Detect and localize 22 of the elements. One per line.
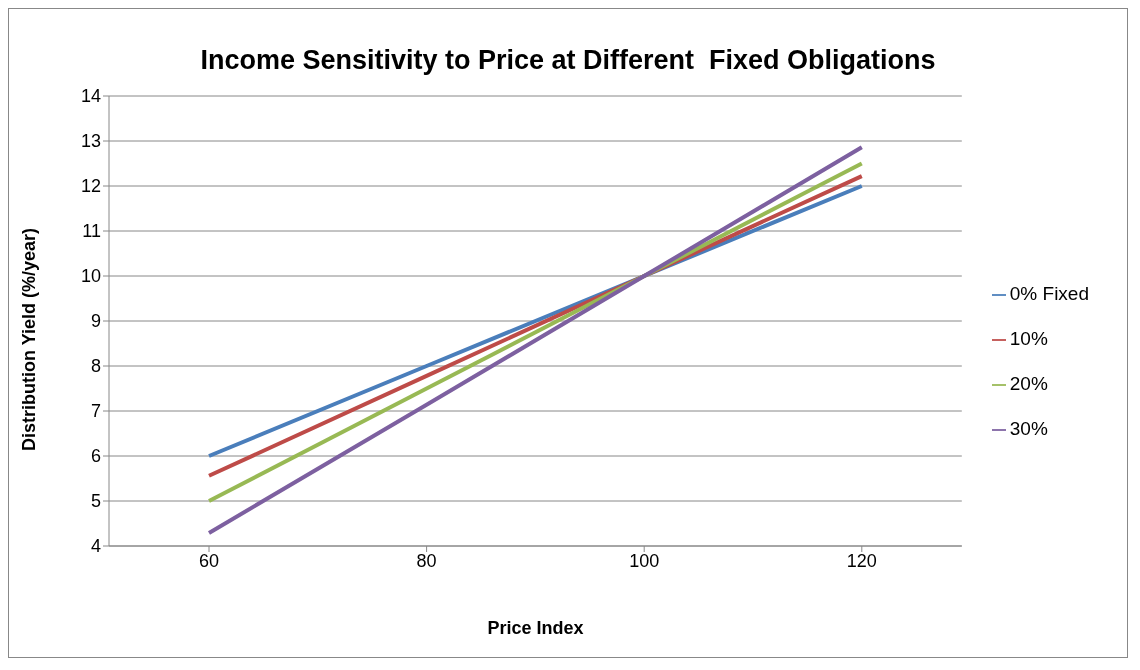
y-tick-label: 11 — [82, 221, 101, 242]
y-tick-label: 5 — [90, 491, 101, 512]
y-tick-label: 10 — [80, 266, 101, 287]
y-tick-label: 7 — [90, 401, 101, 422]
y-tick-label: 14 — [80, 86, 101, 107]
y-tick-label: 4 — [90, 536, 101, 557]
x-tick-label: 80 — [416, 550, 437, 571]
y-tick-label: 8 — [90, 356, 101, 377]
chart-title: Income Sensitivity to Price at Different Fixed Obligations — [199, 45, 937, 76]
x-axis-title: Price Index — [487, 617, 584, 638]
y-tick-label: 12 — [80, 176, 101, 197]
legend-label: 30% — [1009, 418, 1048, 439]
legend-label: 10% — [1009, 328, 1048, 349]
x-tick-label: 100 — [629, 550, 660, 571]
x-tick-label: 60 — [198, 550, 220, 571]
x-tick-label: 120 — [846, 550, 877, 571]
y-tick-label: 6 — [90, 446, 101, 467]
y-tick-label: 9 — [90, 311, 101, 332]
legend-label: 20% — [1009, 373, 1048, 394]
y-tick-label: 13 — [80, 131, 101, 152]
legend-label: 0% Fixed — [1009, 283, 1089, 304]
y-axis-title: Distribution Yield (%/year) — [19, 227, 40, 451]
